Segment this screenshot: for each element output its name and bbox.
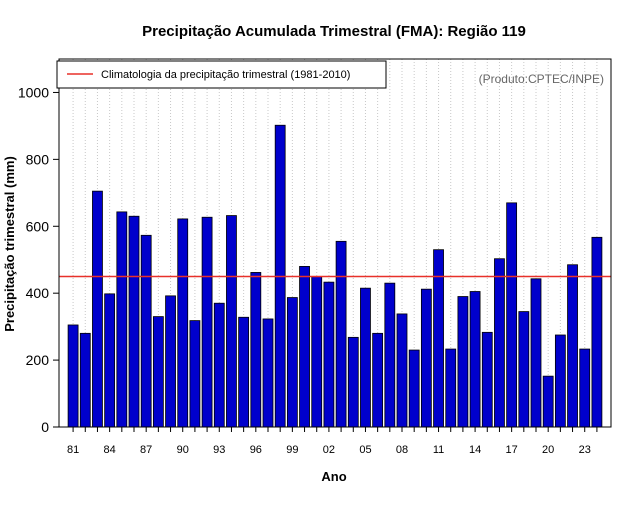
x-tick-label: 11 [433, 444, 444, 456]
y-tick-label: 600 [26, 218, 50, 234]
bar-2020 [542, 375, 554, 428]
bar-1991 [189, 320, 201, 428]
x-tick-label: 90 [177, 444, 189, 456]
x-tick-label: 02 [323, 444, 335, 456]
x-tick-label: 17 [506, 444, 518, 456]
x-tick-label: 93 [213, 444, 225, 456]
bar-1992 [201, 216, 213, 428]
bar-1996 [250, 272, 262, 428]
bars [67, 124, 603, 428]
x-tick-label: 81 [67, 444, 79, 456]
bar-2009 [408, 349, 420, 428]
legend: Climatologia da precipitação trimestral … [56, 60, 387, 89]
bar-2019 [530, 278, 542, 428]
x-tick-label: 08 [396, 444, 408, 456]
bar-1981 [67, 324, 79, 428]
bar-1999 [286, 297, 298, 428]
bar-2018 [518, 311, 530, 428]
bar-2017 [506, 202, 518, 428]
bar-2013 [457, 296, 469, 428]
x-tick-label: 20 [542, 444, 554, 456]
bar-2008 [396, 313, 408, 428]
bar-2001 [311, 276, 323, 428]
y-tick-label: 0 [41, 419, 49, 435]
bar-1989 [165, 295, 176, 428]
bar-1994 [226, 215, 237, 428]
bar-2003 [335, 240, 347, 428]
bar-2010 [420, 288, 432, 428]
plot-frame [58, 58, 612, 428]
bar-1985 [116, 211, 128, 428]
x-tick-label: 99 [286, 444, 298, 456]
bar-1984 [104, 293, 116, 428]
chart-title: Precipitação Acumulada Trimestral (FMA):… [142, 23, 526, 40]
bar-2015 [481, 331, 493, 428]
x-tick-label: 14 [469, 444, 481, 456]
x-tick-label: 96 [250, 444, 262, 456]
axes: 0 200 400 600 800 1000 81 84 87 90 93 96 99 02 05 08 11 1… [18, 58, 612, 456]
y-axis-label: Precipitação trimestral (mm) [2, 156, 17, 332]
bar-1986 [128, 215, 140, 428]
bar-2002 [323, 281, 335, 428]
bar-1993 [213, 302, 225, 428]
x-tick-label: 23 [579, 444, 591, 456]
bar-1987 [140, 234, 152, 428]
bar-1997 [262, 318, 274, 428]
bar-2012 [445, 348, 457, 428]
bar-1995 [238, 316, 250, 428]
bar-2022 [567, 264, 578, 428]
bar-1983 [92, 190, 103, 428]
bar-2014 [469, 291, 481, 428]
grid-lines [72, 59, 598, 427]
bar-2005 [360, 287, 371, 428]
bar-2024 [591, 236, 603, 428]
bar-2000 [299, 266, 310, 428]
bar-2006 [372, 332, 384, 428]
y-tick-label: 800 [26, 151, 50, 167]
bar-2023 [579, 348, 591, 428]
bar-1990 [177, 218, 189, 428]
y-tick-label: 400 [26, 285, 50, 301]
legend-box [56, 60, 387, 89]
bar-1982 [79, 332, 91, 428]
y-tick-label: 1000 [18, 84, 49, 100]
x-tick-label: 84 [104, 444, 116, 456]
credit-text: (Produto:CPTEC/INPE) [479, 72, 604, 86]
x-tick-label: 87 [140, 444, 152, 456]
x-tick-label: 05 [359, 444, 371, 456]
legend-climatology-label: Climatologia da precipitação trimestral … [101, 69, 350, 81]
bar-2004 [347, 336, 359, 428]
bar-2016 [494, 258, 505, 428]
x-axis-label: Ano [321, 469, 346, 484]
y-tick-label: 200 [26, 352, 50, 368]
bar-1988 [152, 316, 164, 428]
bar-2021 [554, 334, 566, 428]
bar-2007 [384, 282, 396, 428]
